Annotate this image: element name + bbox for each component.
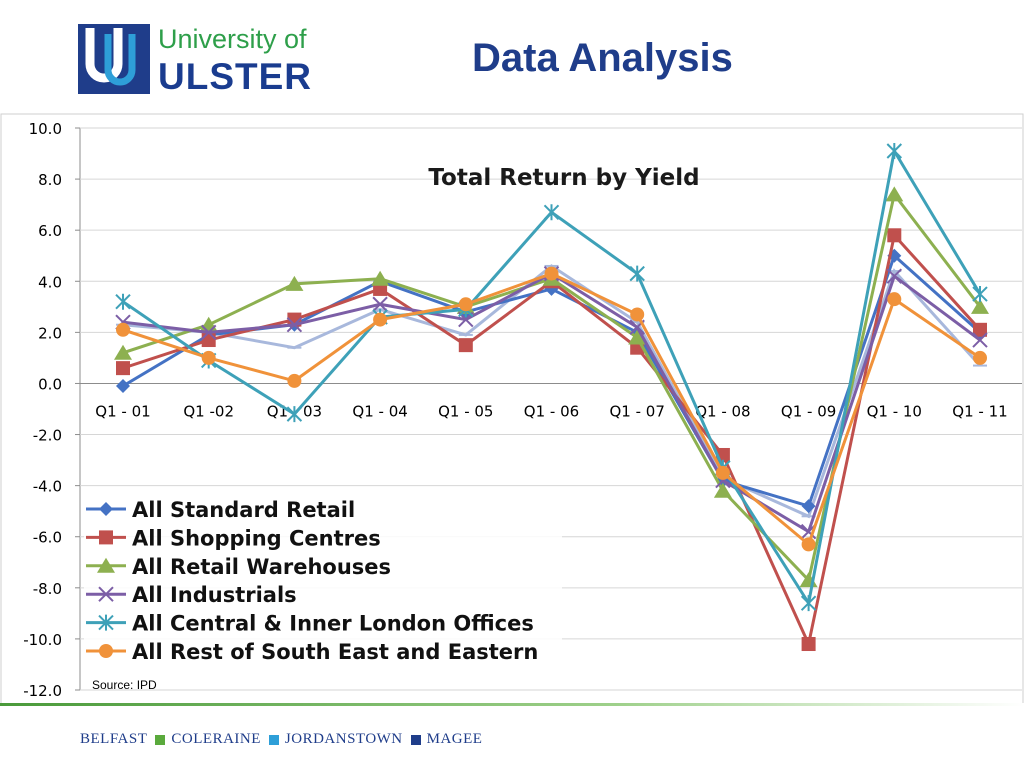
source-note: Source: IPD <box>92 678 157 692</box>
x-tick-label: Q1 - 01 <box>95 402 150 420</box>
x-tick-label: Q1 - 09 <box>781 402 836 420</box>
square-marker <box>99 530 113 545</box>
y-tick-label: -8.0 <box>33 580 62 598</box>
x-marker <box>286 316 303 333</box>
legend-label: All Standard Retail <box>132 498 355 522</box>
footer-campus-magee: MAGEE <box>426 731 483 747</box>
x-marker <box>98 586 114 602</box>
star-marker <box>800 595 817 612</box>
triangle-marker <box>713 482 732 498</box>
square-marker <box>116 361 130 376</box>
y-tick-label: -12.0 <box>23 682 62 700</box>
circle-marker <box>630 307 645 322</box>
legend-label: All Industrials <box>132 583 297 607</box>
y-tick-label: 4.0 <box>38 273 62 291</box>
square-icon <box>155 734 166 745</box>
circle-marker <box>116 322 130 337</box>
legend-row-bg <box>84 608 562 635</box>
legend-label: All Shopping Centres <box>132 526 381 550</box>
y-tick-label: -6.0 <box>33 529 62 547</box>
x-tick-label: Q1 - 11 <box>952 402 1007 420</box>
divider-line <box>0 703 1024 706</box>
circle-marker <box>801 537 816 552</box>
legend-row-bg <box>84 580 562 607</box>
star-marker <box>972 286 988 303</box>
x-tick-label: Q1 - 05 <box>438 402 493 420</box>
triangle-marker <box>114 344 132 360</box>
x-marker <box>886 268 903 284</box>
square-marker <box>801 637 816 652</box>
triangle-marker <box>371 270 390 286</box>
series-group <box>116 266 987 552</box>
footer-campus-coleraine: COLERAINE <box>171 731 261 747</box>
circle-marker <box>458 297 473 312</box>
circle-marker <box>201 350 216 365</box>
star-marker <box>98 614 114 631</box>
star-marker <box>629 265 645 282</box>
circle-marker <box>544 266 559 281</box>
circle-marker <box>373 312 388 327</box>
y-tick-label: -10.0 <box>23 631 62 649</box>
diamond-marker <box>99 502 113 516</box>
university-logo: University of ULSTER <box>78 24 323 98</box>
x-tick-label: Q1 - 04 <box>352 402 407 420</box>
star-marker <box>543 204 560 221</box>
square-marker <box>201 333 216 348</box>
circle-marker <box>287 373 302 388</box>
circle-marker <box>887 292 902 307</box>
square-marker <box>458 338 473 353</box>
square-icon <box>410 734 421 745</box>
star-marker <box>115 293 131 310</box>
star-marker <box>886 142 903 159</box>
x-tick-label: Q1 - 08 <box>695 402 750 420</box>
y-tick-label: 0.0 <box>38 375 62 393</box>
diamond-marker <box>801 499 816 514</box>
circle-marker <box>715 465 730 480</box>
circle-marker <box>99 644 113 658</box>
triangle-marker <box>971 298 989 314</box>
y-tick-label: 2.0 <box>38 324 62 342</box>
y-tick-label: 10.0 <box>29 120 62 138</box>
logo-ulster-text: ULSTER <box>158 56 312 97</box>
y-tick-label: -2.0 <box>33 427 62 445</box>
star-marker <box>286 406 303 423</box>
y-tick-label: -4.0 <box>33 478 62 496</box>
x-tick-label: Q1 - 06 <box>524 402 579 420</box>
legend-label: All Rest of South East and Eastern <box>132 640 538 664</box>
page-title: Data Analysis <box>472 36 733 80</box>
footer-campuses: BELFAST COLERAINE JORDANSTOWN MAGEE <box>80 731 482 748</box>
legend-row-bg <box>84 551 562 578</box>
x-marker <box>372 296 388 312</box>
footer-campus-belfast: BELFAST <box>80 731 148 747</box>
y-tick-label: 8.0 <box>38 171 62 189</box>
triangle-marker <box>97 557 115 573</box>
triangle-marker <box>285 275 304 291</box>
footer-campus-jordanstown: JORDANSTOWN <box>284 731 403 747</box>
triangle-marker <box>628 329 647 345</box>
square-marker <box>887 228 902 243</box>
square-marker <box>973 322 987 337</box>
line-chart: 10.0 8.0 6.0 4.0 2.0 0.0 -2.0 -4.0 -6.0 -8.0 -10.0… <box>0 113 1024 705</box>
legend-label: All Retail Warehouses <box>132 555 391 579</box>
diamond-marker <box>116 379 130 394</box>
legend-row-bg <box>84 523 562 550</box>
x-marker <box>200 324 217 341</box>
x-marker <box>972 332 988 348</box>
y-tick-label: 6.0 <box>38 222 62 240</box>
ulster-logo-icon <box>78 24 150 94</box>
square-icon <box>268 734 279 745</box>
x-tick-label: Q1 - 07 <box>610 402 665 420</box>
legend-label: All Central & Inner London Offices <box>132 612 534 636</box>
triangle-marker <box>885 186 904 202</box>
chart-title: Total Return by Yield <box>428 165 699 191</box>
logo-university-text: University of <box>158 24 307 54</box>
x-tick-label: Q1 -02 <box>183 402 234 420</box>
legend-row-bg <box>84 637 562 663</box>
x-tick-label: Q1 - 10 <box>867 402 922 420</box>
legend-row-bg <box>84 495 562 521</box>
circle-marker <box>973 350 987 365</box>
